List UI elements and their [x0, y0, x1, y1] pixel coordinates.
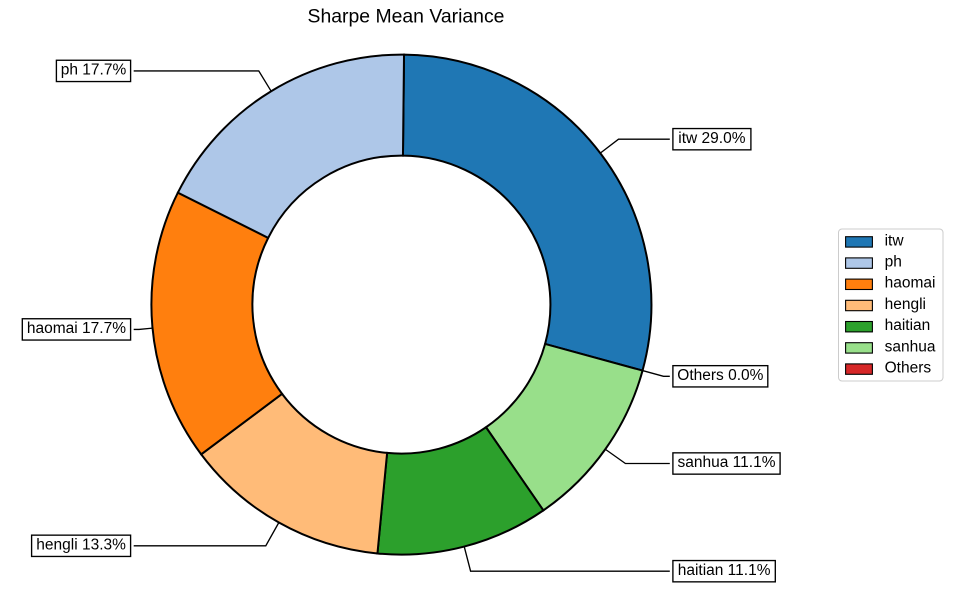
- svg-text:itw 29.0%: itw 29.0%: [678, 130, 745, 147]
- svg-text:ph: ph: [885, 254, 902, 271]
- svg-text:sanhua 11.1%: sanhua 11.1%: [678, 454, 776, 471]
- svg-text:hengli 13.3%: hengli 13.3%: [36, 537, 126, 554]
- svg-text:itw: itw: [885, 232, 905, 249]
- svg-text:haitian 11.1%: haitian 11.1%: [678, 562, 771, 579]
- svg-text:Others: Others: [885, 360, 932, 377]
- svg-text:ph 17.7%: ph 17.7%: [61, 62, 127, 79]
- svg-text:Sharpe Mean Variance: Sharpe Mean Variance: [308, 6, 505, 28]
- svg-text:haomai 17.7%: haomai 17.7%: [27, 320, 126, 337]
- svg-text:sanhua: sanhua: [885, 338, 936, 355]
- svg-text:haitian: haitian: [885, 317, 931, 334]
- svg-text:hengli: hengli: [885, 296, 926, 313]
- svg-text:Others 0.0%: Others 0.0%: [677, 367, 763, 384]
- svg-text:haomai: haomai: [885, 275, 936, 292]
